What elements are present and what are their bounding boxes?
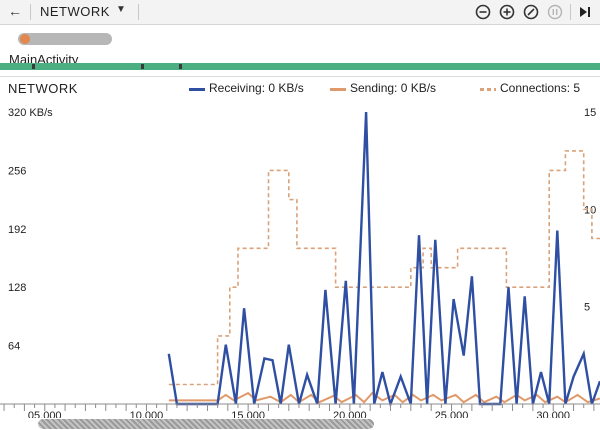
y-right-tick-label: 15 (584, 107, 596, 119)
x-tick-label: 30.000 (536, 410, 570, 418)
timeline-scrollbar[interactable] (38, 419, 374, 429)
series-line-connections (168, 150, 600, 386)
x-tick-label: 25.000 (435, 410, 469, 418)
reset-zoom-icon[interactable] (522, 3, 540, 21)
zoom-in-icon[interactable] (498, 3, 516, 21)
activity-marker (141, 64, 144, 69)
y-left-tick-label: 128 (8, 282, 26, 294)
y-left-tick-label: 192 (8, 224, 26, 236)
network-chart[interactable]: 64 128 192 256 320 KB/s 5 10 15 05.000 10.000 15… (0, 96, 600, 418)
legend-connections-swatch (480, 88, 496, 91)
legend-connections-label: Connections: 5 (500, 81, 581, 95)
activity-marker (32, 64, 35, 69)
chevron-down-icon[interactable]: ▼ (116, 4, 126, 15)
zoom-out-icon[interactable] (474, 3, 492, 21)
pause-icon[interactable] (546, 3, 564, 21)
jump-to-live-icon[interactable] (576, 3, 594, 21)
toolbar-separator (570, 4, 571, 20)
timeline-slider-handle[interactable] (20, 34, 30, 44)
y-left-tick-label: 320 KB/s (8, 107, 53, 119)
x-tick-label: 10.000 (130, 410, 164, 418)
profiler-selector-label[interactable]: NETWORK (40, 4, 110, 19)
y-right-tick-label: 10 (584, 204, 596, 216)
y-left-tick-label: 64 (8, 341, 20, 353)
y-right-tick-label: 5 (584, 302, 590, 314)
legend-receiving-label: Receiving: 0 KB/s (209, 81, 304, 95)
arrow-left-icon[interactable]: ← (8, 3, 22, 19)
toolbar-separator (30, 4, 31, 20)
legend-sending-swatch (330, 88, 346, 91)
x-tick-label: 05.000 (28, 410, 62, 418)
toolbar: ← NETWORK ▼ (0, 0, 600, 25)
activity-marker (179, 64, 182, 69)
timeline-slider[interactable] (18, 33, 112, 45)
toolbar-separator (138, 4, 139, 20)
x-tick-label: 20.000 (333, 410, 367, 418)
section-divider (0, 76, 600, 77)
legend-sending-label: Sending: 0 KB/s (350, 81, 437, 95)
series-line-receiving (167, 111, 600, 409)
x-tick-label: 15.000 (231, 410, 265, 418)
legend-receiving-swatch (189, 88, 205, 91)
network-section-title: NETWORK (8, 81, 78, 96)
activity-bar[interactable] (0, 63, 600, 70)
y-left-tick-label: 256 (8, 165, 26, 177)
